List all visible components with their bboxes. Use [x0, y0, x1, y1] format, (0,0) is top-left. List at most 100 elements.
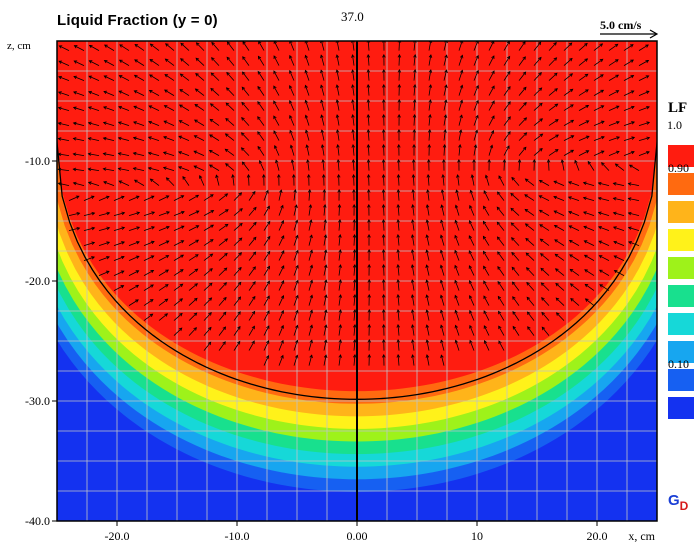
velocity-vector [553, 196, 565, 201]
velocity-vector-head [468, 265, 473, 269]
velocity-vector [483, 236, 490, 246]
velocity-vector-head [289, 144, 294, 149]
velocity-vector-head [241, 117, 245, 121]
velocity-vector-head [352, 233, 357, 238]
velocity-vector-head [570, 149, 575, 154]
velocity-vector [367, 129, 370, 141]
velocity-vector [88, 91, 100, 96]
velocity-vector [241, 86, 250, 96]
velocity-vector [226, 57, 235, 66]
velocity-vector-head [277, 173, 281, 178]
velocity-vector [629, 164, 640, 171]
velocity-vector [218, 282, 227, 291]
velocity-vector [397, 204, 400, 216]
velocity-vector-head [381, 308, 386, 313]
velocity-vector-head [381, 143, 386, 148]
velocity-vector [308, 280, 313, 291]
velocity-vector [578, 89, 589, 96]
velocity-vector [458, 41, 463, 51]
velocity-vector-head [366, 188, 371, 193]
velocity-vector-head [118, 180, 123, 184]
velocity-vector [638, 44, 649, 51]
velocity-vector [468, 235, 475, 246]
velocity-vector-head [180, 42, 185, 47]
velocity-vector [248, 207, 257, 216]
velocity-vector-head [304, 69, 308, 74]
velocity-vector-head [351, 114, 355, 118]
velocity-vector [556, 312, 565, 321]
velocity-vector [188, 239, 199, 246]
velocity-vector-head [425, 309, 429, 314]
velocity-vector [503, 131, 511, 141]
velocity-vector-head [600, 74, 604, 78]
velocity-vector-head [180, 240, 185, 244]
velocity-vector [338, 309, 342, 321]
legend-swatch [668, 397, 694, 419]
velocity-vector [511, 177, 520, 186]
velocity-vector [128, 226, 140, 231]
velocity-vector-head [294, 354, 299, 359]
velocity-vector [88, 75, 100, 81]
velocity-vector-head [180, 195, 185, 199]
velocity-vector-head [582, 196, 587, 201]
velocity-vector [593, 136, 605, 141]
velocity-vector [278, 280, 284, 291]
velocity-vector [293, 325, 298, 336]
velocity-vector-head [257, 145, 261, 150]
velocity-vector [569, 254, 580, 261]
velocity-vector [426, 354, 430, 366]
velocity-vector-head [180, 58, 184, 62]
velocity-vector-head [396, 264, 400, 268]
velocity-vector [158, 195, 169, 201]
velocity-vector-head [546, 158, 551, 163]
velocity-vector [193, 165, 205, 171]
velocity-vector [273, 130, 280, 141]
velocity-vector-head [459, 114, 463, 119]
velocity-vector [568, 196, 580, 201]
velocity-vector [628, 183, 640, 186]
velocity-vector [293, 355, 298, 366]
velocity-vector-head [208, 149, 213, 154]
velocity-vector-head [598, 240, 603, 244]
velocity-vector [563, 135, 574, 141]
velocity-vector-head [295, 264, 299, 269]
velocity-vector-head [265, 189, 269, 194]
velocity-vector [524, 194, 535, 201]
velocity-vector-head [336, 173, 341, 178]
velocity-vector [483, 221, 490, 231]
velocity-vector [503, 41, 510, 51]
velocity-vector-head [225, 87, 230, 91]
velocity-vector [468, 250, 475, 261]
velocity-vector [68, 195, 80, 201]
velocity-vector-head [209, 103, 214, 107]
velocity-vector [218, 238, 228, 246]
velocity-vector [248, 174, 250, 186]
velocity-vector [583, 211, 595, 216]
velocity-vector [455, 340, 460, 351]
velocity-vector [441, 189, 445, 201]
velocity-vector-head [193, 165, 198, 169]
velocity-vector [113, 270, 124, 276]
velocity-vector [273, 41, 280, 51]
velocity-vector [352, 114, 355, 126]
velocity-vector [440, 340, 445, 351]
velocity-vector-head [490, 130, 495, 134]
velocity-vector-head [381, 218, 386, 223]
velocity-vector [293, 205, 297, 216]
velocity-vector-head [148, 105, 153, 109]
velocity-vector [458, 129, 462, 141]
velocity-vector-head [103, 60, 108, 64]
velocity-vector [320, 85, 325, 96]
velocity-vector-head [87, 121, 92, 126]
velocity-vector [413, 84, 416, 96]
velocity-vector-head [295, 324, 299, 329]
velocity-vector-head [266, 220, 271, 225]
velocity-vector [194, 135, 205, 141]
velocity-vector [241, 147, 250, 156]
velocity-vector [397, 189, 400, 201]
velocity-vector [469, 280, 475, 291]
velocity-vector-head [102, 167, 107, 171]
velocity-vector-head [132, 167, 137, 171]
velocity-vector-head [352, 294, 357, 298]
velocity-vector-head [584, 73, 589, 78]
